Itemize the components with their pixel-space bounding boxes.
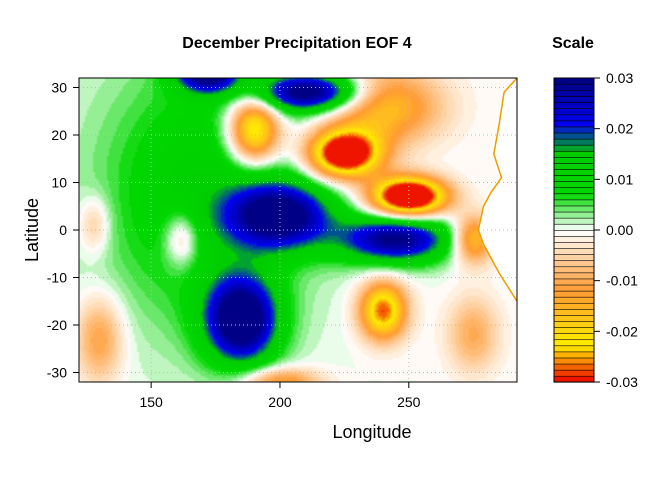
legend-band xyxy=(553,205,595,213)
legend-tick-label: 0.01 xyxy=(606,171,633,187)
legend-band xyxy=(553,217,595,225)
legend-band xyxy=(553,132,595,140)
legend-band xyxy=(553,339,595,347)
legend-band xyxy=(553,193,595,201)
legend-tick-label: -0.03 xyxy=(606,374,638,390)
legend-band xyxy=(553,345,595,353)
legend-band xyxy=(553,77,595,85)
legend-band xyxy=(553,138,595,146)
legend-band xyxy=(553,102,595,109)
x-tick-label: 150 xyxy=(139,394,163,410)
legend-band xyxy=(553,83,595,91)
legend-band xyxy=(553,108,595,116)
legend-band xyxy=(553,162,595,170)
y-tick-label: -30 xyxy=(47,365,67,381)
legend-band xyxy=(553,290,595,298)
legend-band xyxy=(553,363,595,371)
coastline xyxy=(477,77,518,302)
legend-tick-label: -0.01 xyxy=(606,273,638,289)
legend-band xyxy=(553,114,595,122)
legend-tick-label: -0.02 xyxy=(606,323,638,339)
legend-band xyxy=(553,181,595,189)
legend-band xyxy=(553,369,595,377)
y-axis: 30 20 10 0 -10 -20 -30 xyxy=(47,80,79,381)
legend-band xyxy=(553,120,595,128)
legend-band xyxy=(553,326,595,334)
x-axis-label: Longitude xyxy=(332,422,411,442)
legend-band xyxy=(553,174,595,182)
legend-tick-label: 0.03 xyxy=(606,70,633,86)
legend-band xyxy=(553,144,595,152)
legend-band xyxy=(553,150,595,158)
legend-band xyxy=(553,314,595,322)
legend-band xyxy=(553,199,595,207)
legend-band xyxy=(553,308,595,316)
legend-tick-label: 0.02 xyxy=(606,121,633,137)
legend-band xyxy=(553,351,595,359)
x-tick-label: 250 xyxy=(397,394,421,410)
legend-band xyxy=(553,333,595,341)
chart-title: December Precipitation EOF 4 xyxy=(182,35,412,52)
legend-band xyxy=(553,187,595,195)
legend-band xyxy=(553,357,595,365)
legend-band xyxy=(553,320,595,328)
plot-area: 150 200 250 30 20 10 0 -10 -20 -30 xyxy=(47,77,518,410)
y-tick-label: -10 xyxy=(47,270,67,286)
legend-band xyxy=(553,266,595,274)
legend-band xyxy=(553,284,595,292)
y-axis-label: Latitude xyxy=(22,198,42,262)
legend-band xyxy=(553,95,595,103)
y-tick-label: 10 xyxy=(51,175,67,191)
grid-lines xyxy=(79,77,518,382)
x-tick-label: 200 xyxy=(268,394,292,410)
legend-band xyxy=(553,223,595,231)
legend-band xyxy=(553,126,595,134)
legend-band xyxy=(553,302,595,310)
y-tick-label: 30 xyxy=(51,80,67,96)
color-scale-legend: 0.03 0.02 0.01 0.00 -0.01 -0.02 -0.03 xyxy=(553,70,638,390)
y-tick-label: 20 xyxy=(51,127,67,143)
legend-band xyxy=(553,168,595,176)
legend-band xyxy=(553,247,595,255)
y-tick-label: -20 xyxy=(47,317,67,333)
legend-band xyxy=(553,272,595,280)
legend-band xyxy=(553,296,595,304)
y-tick-label: 0 xyxy=(59,222,67,238)
legend-band xyxy=(553,229,595,237)
legend-band xyxy=(553,254,595,262)
legend-band xyxy=(553,156,595,164)
legend-band xyxy=(553,375,595,383)
legend-tick-label: 0.00 xyxy=(606,222,633,238)
legend-band xyxy=(553,235,595,243)
legend-title: Scale xyxy=(552,35,594,52)
legend-band xyxy=(553,89,595,97)
legend-band xyxy=(553,211,595,219)
legend-band xyxy=(553,260,595,268)
legend-band xyxy=(553,278,595,286)
legend-band xyxy=(553,241,595,249)
x-axis: 150 200 250 xyxy=(139,382,421,410)
